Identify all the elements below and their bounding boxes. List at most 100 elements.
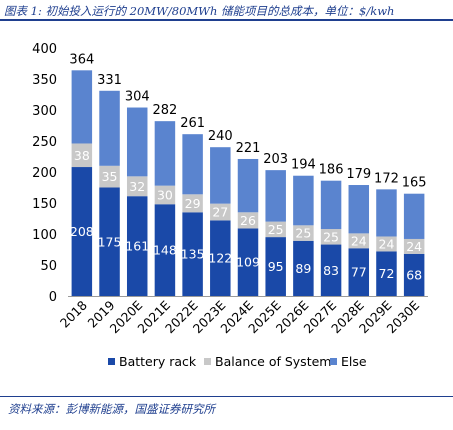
legend-entry: Balance of System — [215, 354, 331, 369]
bar-segment-else — [403, 193, 425, 239]
segment-data-label: 135 — [181, 247, 205, 262]
bar-segment-balance-of-system — [320, 229, 342, 245]
legend-swatch — [204, 358, 211, 365]
legend-swatch — [330, 358, 337, 365]
bar-segment-balance-of-system — [376, 236, 397, 252]
segment-data-label: 38 — [74, 148, 90, 163]
segment-data-label: 24 — [379, 236, 395, 251]
bar-segment-battery-rack — [403, 253, 425, 296]
source-divider — [0, 396, 453, 397]
bar-segment-else — [210, 147, 231, 204]
figure-title: 图表 1: 初始投入运行的 20MW/80MWh 储能项目的总成本，单位：$/k… — [4, 4, 395, 18]
segment-data-label: 109 — [236, 255, 260, 270]
bar-segment-balance-of-system — [237, 212, 259, 229]
y-axis: 0 50 100 150 200 250 300 350 400 — [32, 42, 57, 305]
legend-entry: Else — [341, 354, 367, 369]
bar-segment-battery-rack — [293, 240, 314, 296]
segment-data-label: 208 — [70, 224, 94, 239]
segment-data-label: 175 — [98, 234, 122, 249]
y-tick-label: 400 — [32, 42, 57, 57]
y-tick-label: 350 — [32, 73, 57, 88]
y-tick-label: 150 — [32, 197, 57, 212]
bar-segment-battery-rack — [320, 244, 342, 296]
bar-segment-else — [126, 107, 148, 177]
y-tick-label: 100 — [32, 228, 57, 243]
total-data-label: 364 — [69, 52, 94, 67]
total-data-label: 304 — [125, 90, 150, 105]
bar-segment-battery-rack — [71, 167, 93, 296]
bar-segment-else — [71, 70, 93, 144]
total-data-label: 179 — [346, 167, 371, 182]
bar-segment-else — [348, 185, 370, 234]
x-axis: 201820192020E2021E2022E2023E2024E2025E20… — [57, 296, 428, 336]
bar-segment-else — [237, 158, 259, 213]
bar-segment-battery-rack — [210, 220, 231, 296]
bar-segment-else — [293, 175, 314, 226]
total-data-label: 282 — [153, 103, 178, 118]
segment-data-label: 161 — [125, 239, 149, 254]
bar-segment-balance-of-system — [265, 221, 286, 238]
y-tick-label: 250 — [32, 135, 57, 150]
segment-data-label: 89 — [295, 261, 311, 276]
total-data-label: 186 — [319, 163, 344, 178]
bar-segment-else — [320, 180, 342, 230]
y-tick-label: 300 — [32, 104, 57, 119]
bar-segment-else — [376, 189, 397, 237]
bar-segment-battery-rack — [237, 228, 259, 296]
segment-data-label: 32 — [129, 179, 145, 194]
segment-data-label: 24 — [406, 239, 422, 254]
segment-data-label: 77 — [351, 265, 367, 280]
bar-segment-battery-rack — [265, 237, 286, 296]
segment-data-label: 83 — [323, 263, 339, 278]
y-tick-label: 0 — [49, 290, 57, 305]
segment-data-label: 27 — [212, 204, 228, 219]
bar-segment-battery-rack — [154, 204, 176, 296]
stacked-bar-chart: 0 50 100 150 200 250 300 350 400 208 38 364 175 35 33… — [32, 42, 428, 369]
total-data-label: 331 — [97, 73, 122, 88]
bar-segment-balance-of-system — [154, 185, 176, 205]
bar-segment-balance-of-system — [71, 143, 93, 168]
bar-segment-battery-rack — [182, 212, 203, 296]
legend: Battery rack Balance of System Else — [108, 354, 367, 369]
segment-data-label: 25 — [295, 226, 311, 241]
legend-entry: Battery rack — [119, 354, 197, 369]
segment-data-label: 72 — [379, 266, 395, 281]
bar-segment-balance-of-system — [293, 225, 314, 241]
source-note: 资料来源：彭博新能源，国盛证券研究所 — [8, 402, 215, 416]
title-divider — [0, 19, 453, 21]
total-data-label: 221 — [236, 141, 261, 156]
bar-segment-balance-of-system — [182, 194, 203, 213]
segment-data-label: 24 — [351, 233, 367, 248]
segment-data-label: 25 — [268, 222, 284, 237]
segment-data-label: 122 — [208, 251, 232, 266]
total-data-label: 261 — [180, 116, 205, 131]
segment-data-label: 29 — [185, 196, 201, 211]
segment-data-label: 35 — [102, 169, 118, 184]
bar-segment-balance-of-system — [348, 233, 370, 249]
x-tick-label: 2018 — [57, 297, 90, 330]
total-data-label: 165 — [402, 176, 427, 191]
segment-data-label: 68 — [406, 267, 422, 282]
bar-segment-battery-rack — [376, 251, 397, 296]
legend-swatch — [108, 358, 115, 365]
bar-segment-else — [265, 170, 286, 222]
bar-segment-battery-rack — [99, 187, 120, 296]
bar-segment-battery-rack — [348, 248, 370, 296]
y-tick-label: 50 — [40, 259, 57, 274]
bar-segment-else — [182, 134, 203, 195]
bars: 2083836417535331161323041483028213529261… — [69, 52, 427, 296]
segment-data-label: 95 — [268, 259, 284, 274]
bar-segment-else — [99, 90, 120, 166]
total-data-label: 240 — [208, 129, 233, 144]
total-data-label: 203 — [263, 152, 288, 167]
total-data-label: 172 — [374, 171, 399, 186]
total-data-label: 194 — [291, 158, 316, 173]
bar-segment-battery-rack — [126, 196, 148, 296]
bar-segment-else — [154, 121, 176, 186]
segment-data-label: 25 — [323, 229, 339, 244]
segment-data-label: 148 — [153, 243, 177, 258]
bar-segment-balance-of-system — [403, 238, 425, 254]
bar-segment-balance-of-system — [126, 176, 148, 197]
bar-segment-balance-of-system — [210, 203, 231, 221]
bar-segment-balance-of-system — [99, 165, 120, 188]
